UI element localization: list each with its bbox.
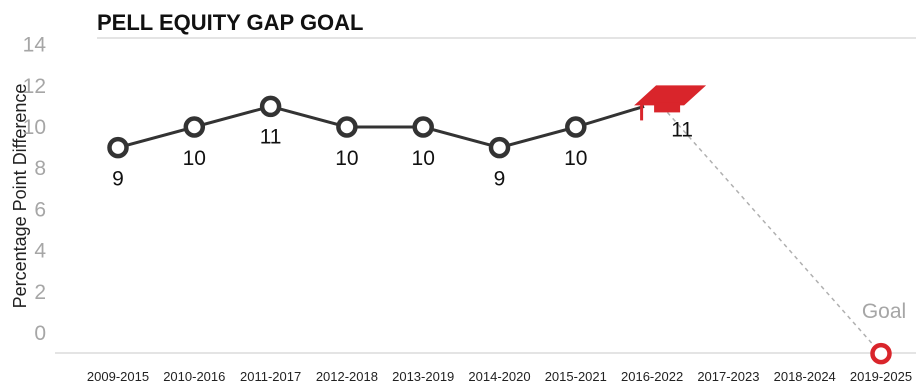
y-tick-label: 4 bbox=[34, 240, 46, 263]
x-axis-ticks: 2009-2015 2010-2016 2011-2017 2012-2018 2013… bbox=[87, 369, 912, 383]
series-markers bbox=[107, 85, 707, 159]
data-label: 11 bbox=[671, 118, 693, 141]
goal-marker-group: Goal bbox=[862, 300, 906, 365]
y-tick-label: 2 bbox=[34, 281, 46, 304]
data-point bbox=[107, 136, 129, 159]
data-label: 10 bbox=[564, 147, 587, 170]
data-point bbox=[412, 116, 434, 138]
y-tick-label: 6 bbox=[34, 198, 46, 221]
y-tick-label: 10 bbox=[23, 116, 46, 139]
x-tick-label: 2015-2021 bbox=[545, 369, 607, 383]
projection-line bbox=[661, 105, 882, 355]
data-label: 11 bbox=[260, 125, 282, 148]
data-label: 10 bbox=[412, 147, 435, 170]
data-point bbox=[259, 95, 282, 118]
x-tick-label: 2014-2020 bbox=[468, 369, 530, 383]
x-tick-label: 2010-2016 bbox=[163, 369, 225, 383]
y-axis-label: Percentage Point Difference bbox=[10, 84, 30, 309]
y-tick-label: 0 bbox=[34, 322, 46, 345]
goal-label: Goal bbox=[862, 300, 906, 323]
y-tick-label: 14 bbox=[23, 34, 47, 57]
data-label: 10 bbox=[335, 147, 358, 170]
x-tick-label: 2009-2015 bbox=[87, 369, 149, 383]
x-tick-label: 2016-2022 bbox=[621, 369, 683, 383]
data-label: 10 bbox=[183, 147, 206, 170]
y-tick-label: 8 bbox=[34, 157, 46, 180]
data-point bbox=[488, 136, 511, 159]
chart-title: PELL EQUITY GAP GOAL bbox=[97, 10, 364, 35]
x-tick-label: 2013-2019 bbox=[392, 369, 454, 383]
x-tick-label: 2012-2018 bbox=[316, 369, 378, 383]
cap-board bbox=[634, 85, 707, 106]
cap-base bbox=[654, 102, 681, 113]
x-tick-label: 2011-2017 bbox=[240, 369, 301, 383]
data-point bbox=[336, 116, 358, 138]
data-label: 9 bbox=[494, 168, 506, 191]
x-tick-label: 2017-2023 bbox=[697, 369, 759, 383]
goal-marker bbox=[870, 342, 892, 365]
graduation-cap-icon bbox=[634, 85, 707, 121]
x-tick-label: 2018-2024 bbox=[774, 369, 836, 383]
data-labels: 9 10 11 10 10 9 10 11 bbox=[112, 118, 693, 190]
series-polyline bbox=[117, 104, 645, 150]
x-tick-label: 2019-2025 bbox=[850, 369, 912, 383]
cap-tassel bbox=[640, 103, 644, 121]
data-label: 9 bbox=[112, 168, 124, 191]
y-axis-ticks: 0 2 4 6 8 10 12 14 bbox=[23, 34, 47, 345]
series-line bbox=[117, 104, 645, 150]
goal-projection bbox=[661, 105, 882, 355]
data-point bbox=[183, 116, 206, 138]
data-point bbox=[565, 116, 587, 138]
y-tick-label: 12 bbox=[23, 75, 46, 98]
